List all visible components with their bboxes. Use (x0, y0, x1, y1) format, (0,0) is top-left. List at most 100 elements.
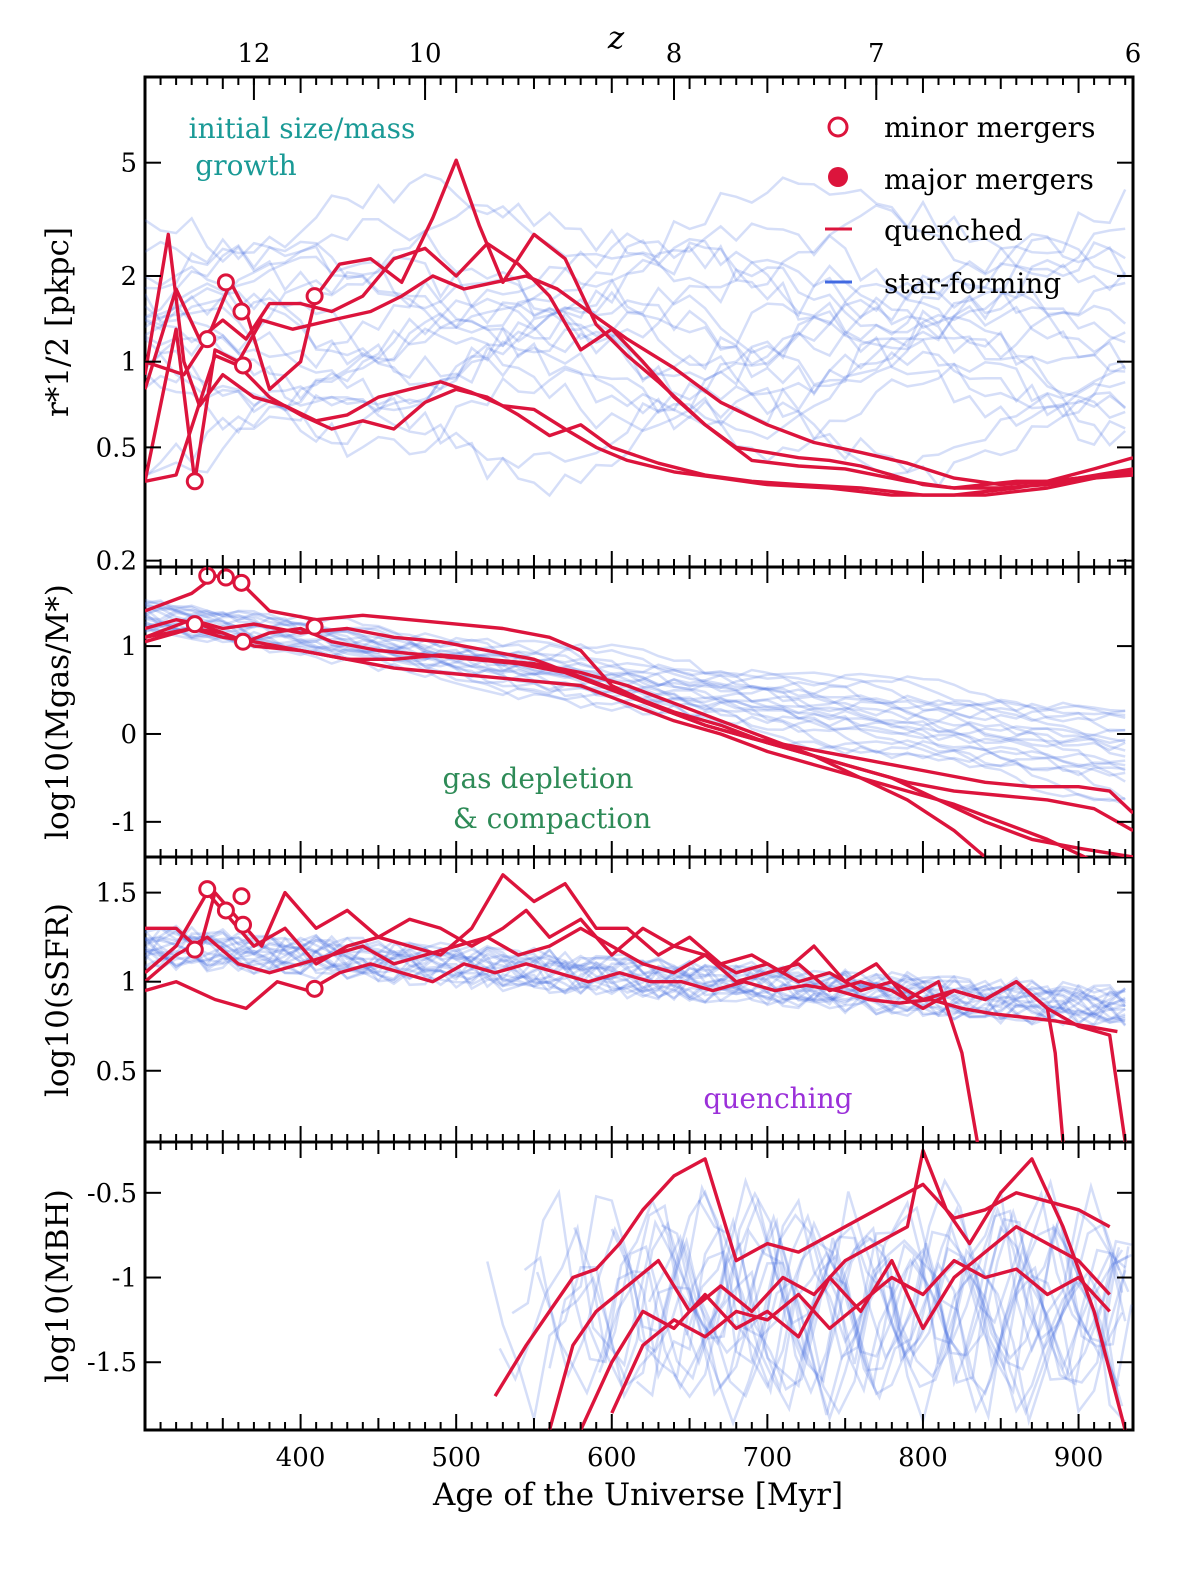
panel-bh-quenched (493, 1148, 1127, 1430)
starforming-line (145, 392, 1126, 498)
minor-merger-marker (234, 632, 253, 651)
minor-merger-marker (198, 330, 217, 349)
starforming-line (145, 930, 1126, 1016)
starforming-line (145, 926, 1126, 1022)
y-tick-label: 5 (120, 149, 137, 179)
starforming-line (585, 1177, 1132, 1369)
starforming-line (145, 296, 1126, 402)
legend-major-label: major mergers (884, 163, 1094, 196)
panel-gas: log10(Mgas/M*) gas depletion & compactio… (40, 565, 1135, 859)
z-tick-label: 12 (237, 39, 270, 69)
starforming-line (145, 930, 1127, 1023)
starforming-line (145, 927, 1126, 1026)
annotation-quenching: quenching (703, 1082, 852, 1115)
minor-merger-marker (232, 573, 251, 592)
minor-merger-marker (305, 287, 324, 306)
quenched-1-line (493, 1157, 1111, 1397)
starforming-line (145, 286, 1127, 386)
y-tick-label: 2 (120, 262, 137, 292)
legend-major-marker (828, 167, 848, 187)
minor-merger-marker (232, 302, 251, 321)
minor-merger-marker (216, 901, 235, 920)
x-tick-label: 600 (587, 1443, 637, 1473)
minor-merger-marker (216, 273, 235, 292)
starforming-line (685, 1207, 1124, 1394)
z-tick-label: 10 (409, 39, 442, 69)
minor-merger-marker (232, 887, 251, 906)
y-tick-label: 1 (120, 968, 137, 998)
panel-bh: log10(MBH) (40, 1140, 1135, 1432)
minor-merger-marker (305, 617, 324, 636)
starforming-line (145, 199, 1127, 304)
y-tick-label: 0 (120, 720, 137, 750)
legend: minor mergers major mergers quenched sta… (825, 111, 1095, 300)
starforming-line (573, 1217, 1121, 1397)
top-axis-label: z (607, 20, 625, 56)
quenched-3-line (145, 274, 1133, 487)
minor-merger-marker (234, 915, 253, 934)
starforming-line (498, 1216, 1124, 1396)
panel-size: r*1/2 [pkpc] initial size/mass growth (40, 75, 1135, 569)
starforming-line (145, 236, 1126, 342)
quenched-4-line (145, 626, 1089, 857)
x-tick-label: 400 (276, 1443, 326, 1473)
z-tick-label: 8 (666, 39, 683, 69)
y-tick-label: -1 (112, 808, 137, 838)
starforming-line (145, 173, 1127, 276)
starforming-line (145, 255, 1126, 360)
starforming-line (145, 316, 1126, 414)
starforming-line (622, 1181, 1124, 1361)
z-tick-label: 7 (868, 39, 885, 69)
legend-minor-marker (827, 116, 849, 138)
legend-quenched-label: quenched (884, 214, 1023, 247)
starforming-line (145, 925, 1127, 1026)
starforming-line (145, 604, 1126, 723)
minor-merger-marker (305, 979, 324, 998)
starforming-line (145, 328, 1126, 427)
panel-size-quenched (145, 158, 1133, 497)
minor-merger-marker (185, 472, 204, 491)
panel-ssfr-ylabel: log10(sSFR) (40, 903, 76, 1097)
quenched-4-line (610, 1258, 1111, 1414)
y-tick-label: -0.5 (87, 1179, 137, 1209)
x-tick-label: 900 (1054, 1443, 1104, 1473)
starforming-line (145, 232, 1127, 337)
starforming-line (660, 1177, 1130, 1372)
annotation-depletion: gas depletion (443, 762, 634, 795)
minor-merger-marker (216, 568, 235, 587)
starforming-line (548, 1189, 1127, 1369)
starforming-line (145, 385, 1127, 478)
starforming-line (145, 931, 1126, 1018)
y-tick-label: -1.5 (87, 1348, 137, 1378)
y-tick-label: 1 (120, 632, 137, 662)
y-tick-label: -1 (112, 1264, 137, 1294)
starforming-line (145, 936, 1126, 1027)
x-tick-label: 800 (898, 1443, 948, 1473)
starforming-line (523, 1239, 1132, 1414)
y-tick-label: 0.2 (96, 547, 137, 577)
quenched-3-line (145, 926, 1127, 1142)
minor-merger-marker (234, 356, 253, 375)
z-tick-label: 6 (1125, 39, 1142, 69)
legend-starforming-label: star-forming (884, 267, 1061, 300)
x-axis-label: Age of the Universe [Myr] (432, 1477, 843, 1513)
starforming-line (145, 604, 1126, 733)
starforming-line (145, 934, 1126, 1029)
minor-merger-marker (198, 880, 217, 899)
y-tick-label: 1.5 (96, 879, 137, 909)
minor-merger-marker (185, 615, 204, 634)
starforming-line (145, 601, 1126, 783)
starforming-line (145, 607, 1126, 806)
starforming-line (145, 933, 1126, 1025)
quenched-5-line (145, 232, 1133, 497)
starforming-line (145, 929, 1126, 1022)
starforming-line (145, 934, 1127, 1026)
starforming-line (145, 604, 1126, 752)
annotation-depletion-line2: & compaction (453, 802, 651, 835)
starforming-line (145, 241, 1126, 348)
starforming-line (598, 1237, 1129, 1422)
panel-gas-ylabel: log10(Mgas/M*) (40, 584, 76, 840)
starforming-line (561, 1236, 1124, 1427)
panel-ssfr-quenched (145, 873, 1127, 1142)
